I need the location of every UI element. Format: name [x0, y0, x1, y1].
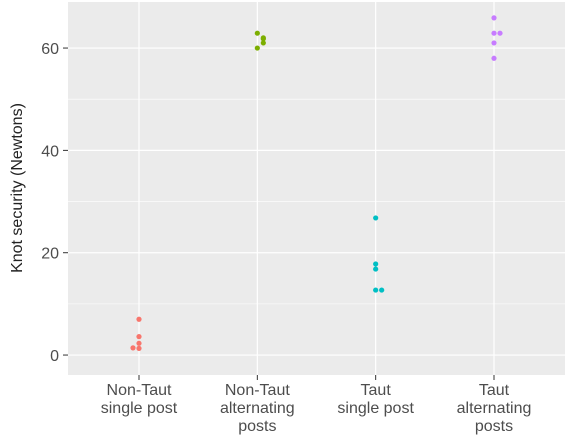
- x-tick-label: Non-Taut: [225, 382, 290, 399]
- x-tick-label: Taut: [361, 382, 392, 399]
- point: [491, 15, 497, 21]
- point: [373, 215, 379, 221]
- point: [497, 30, 503, 36]
- x-tick-label: posts: [238, 418, 276, 435]
- point: [254, 45, 260, 51]
- point: [379, 287, 385, 293]
- point: [373, 266, 379, 272]
- point: [254, 30, 260, 36]
- point: [136, 340, 142, 346]
- x-tick-label: single post: [101, 400, 178, 417]
- point: [491, 55, 497, 61]
- x-tick-label: alternating: [220, 400, 295, 417]
- panel: [68, 2, 565, 375]
- points: [130, 15, 503, 351]
- y-tick-label: 0: [50, 348, 59, 365]
- x-tick-label: Non-Taut: [107, 382, 172, 399]
- x-tick-label: alternating: [457, 400, 532, 417]
- y-tick-label: 40: [41, 143, 59, 160]
- point: [373, 287, 379, 293]
- x-tick-label: posts: [475, 418, 513, 435]
- y-axis-label: Knot security (Newtons): [9, 103, 26, 273]
- point: [130, 345, 136, 351]
- point: [491, 30, 497, 36]
- grid: [68, 2, 565, 375]
- y-tick-label: 20: [41, 246, 59, 263]
- point: [136, 316, 142, 322]
- x-tick-label: single post: [337, 400, 414, 417]
- point: [491, 40, 497, 46]
- point: [136, 334, 142, 340]
- point: [260, 40, 266, 46]
- point: [373, 261, 379, 267]
- x-tick-label: Taut: [479, 382, 510, 399]
- point: [136, 345, 142, 351]
- y-tick-label: 60: [41, 41, 59, 58]
- point: [260, 36, 266, 42]
